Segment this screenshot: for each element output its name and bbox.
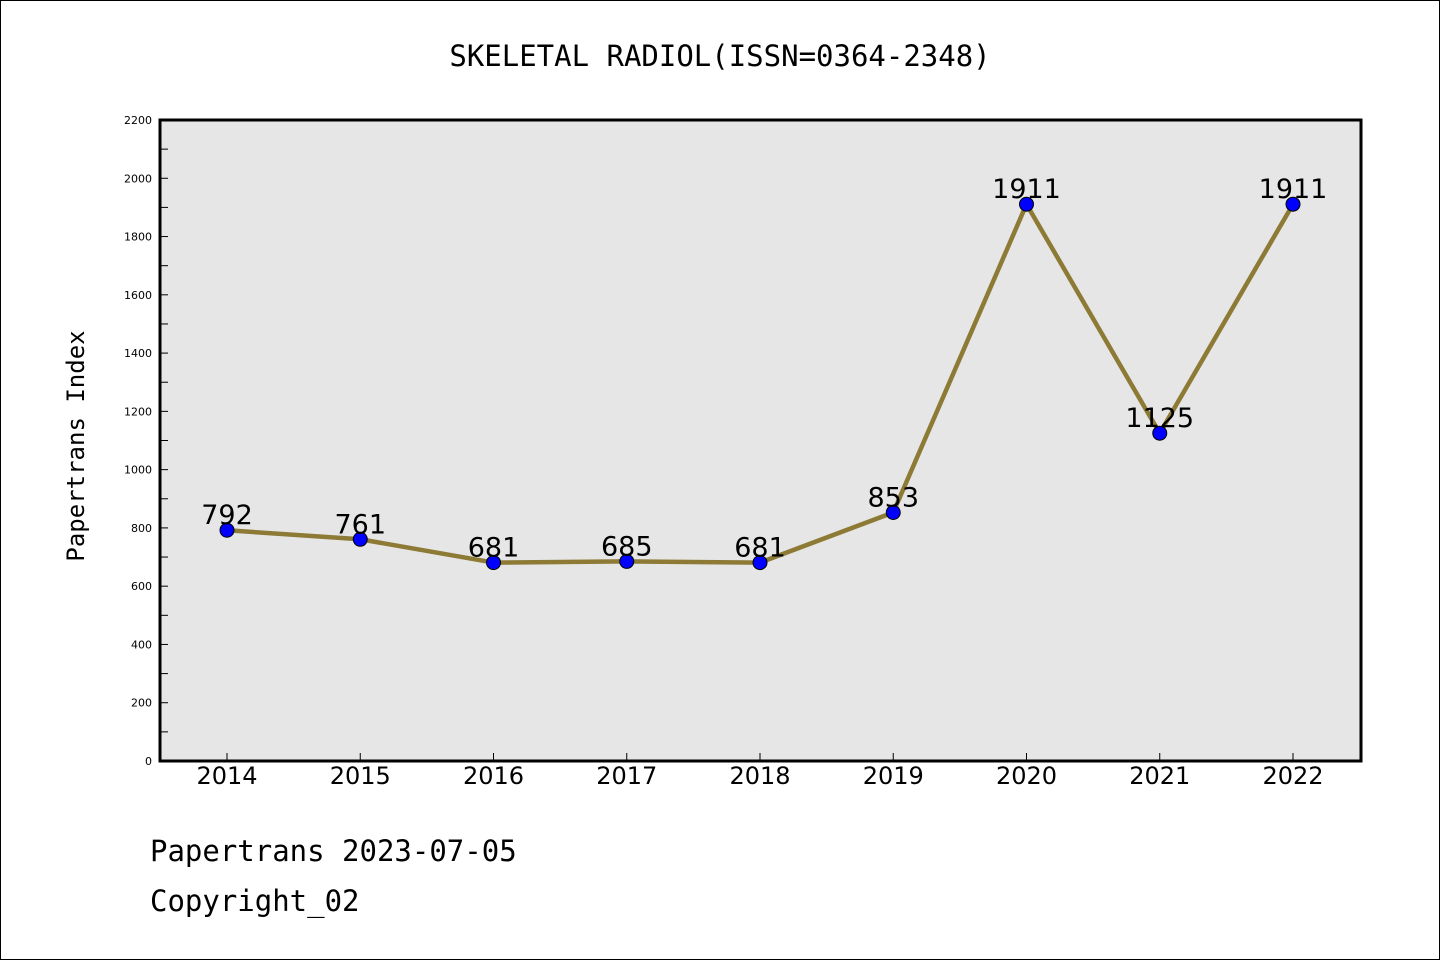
data-point bbox=[752, 555, 768, 571]
x-axis: 2014 2015 2016 2017 2018 2019 2020 2021 2022 bbox=[196, 753, 1324, 790]
x-tick-label: 2016 bbox=[463, 762, 524, 790]
data-markers bbox=[219, 196, 1301, 571]
data-label: 1125 bbox=[1125, 403, 1194, 434]
y-tick-label: 1000 bbox=[124, 464, 152, 477]
data-point bbox=[1019, 196, 1034, 212]
data-label: 1911 bbox=[1259, 174, 1328, 205]
y-tick-label: 1200 bbox=[124, 405, 152, 418]
data-point bbox=[486, 555, 501, 571]
y-tick-label: 800 bbox=[131, 522, 152, 535]
x-tick-label: 2014 bbox=[196, 762, 257, 790]
data-point bbox=[1285, 196, 1301, 212]
plot-area bbox=[158, 118, 1363, 763]
x-tick-label: 2017 bbox=[596, 762, 657, 790]
x-tick-label: 2022 bbox=[1262, 762, 1323, 790]
x-tick-label: 2019 bbox=[863, 762, 924, 790]
x-tick-label: 2021 bbox=[1129, 762, 1190, 790]
y-tick-label: 400 bbox=[131, 638, 152, 651]
data-point bbox=[352, 531, 368, 547]
x-tick-label: 2020 bbox=[996, 762, 1057, 790]
data-labels: 792 761 681 685 681 853 1911 1125 1911 bbox=[201, 174, 1327, 563]
y-axis-label: Papertrans Index bbox=[62, 330, 90, 561]
y-tick-label: 2000 bbox=[124, 172, 152, 185]
data-label: 681 bbox=[468, 533, 520, 564]
data-label: 681 bbox=[734, 533, 786, 564]
footer-date: Papertrans 2023-07-05 bbox=[150, 834, 517, 868]
y-axis: 0 200 400 600 800 1000 1200 1400 1600 1800 2000 220… bbox=[124, 114, 168, 768]
data-point bbox=[885, 504, 901, 520]
x-tick-label: 2018 bbox=[729, 762, 790, 790]
data-label: 685 bbox=[601, 531, 653, 562]
x-tick-label: 2015 bbox=[330, 762, 391, 790]
data-point bbox=[219, 522, 235, 538]
footer-copyright: Copyright_02 bbox=[150, 884, 360, 918]
y-tick-label: 1400 bbox=[124, 347, 152, 360]
y-tick-label: 2200 bbox=[124, 114, 152, 127]
data-point bbox=[619, 553, 635, 569]
y-tick-label: 200 bbox=[131, 697, 152, 710]
data-label: 1911 bbox=[992, 174, 1061, 205]
y-tick-label: 1800 bbox=[124, 231, 152, 244]
chart-title: SKELETAL RADIOL(ISSN=0364-2348) bbox=[449, 39, 990, 73]
data-label: 761 bbox=[334, 509, 386, 540]
y-tick-label: 600 bbox=[131, 580, 152, 593]
data-label: 792 bbox=[201, 500, 253, 531]
y-tick-label: 0 bbox=[145, 755, 152, 768]
y-tick-label: 1600 bbox=[124, 289, 152, 302]
data-point bbox=[1152, 425, 1168, 441]
data-label: 853 bbox=[867, 482, 919, 513]
